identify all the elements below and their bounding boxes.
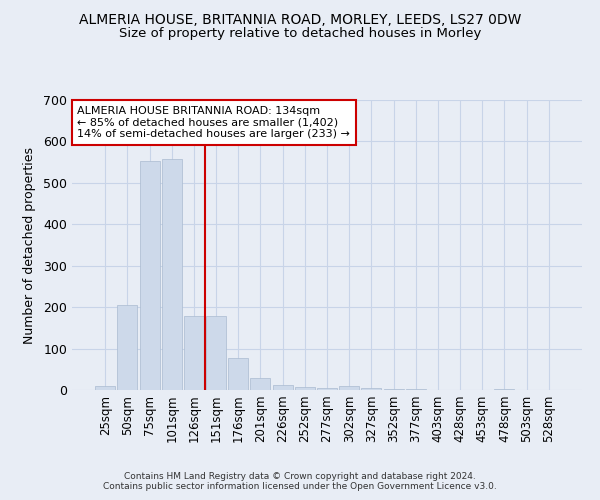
Text: Contains HM Land Registry data © Crown copyright and database right 2024.: Contains HM Land Registry data © Crown c… (124, 472, 476, 481)
Bar (162, 159, 182, 390)
Bar (228, 358, 248, 390)
Bar (206, 316, 226, 390)
Bar (361, 388, 382, 390)
Text: ALMERIA HOUSE BRITANNIA ROAD: 134sqm
← 85% of detached houses are smaller (1,402: ALMERIA HOUSE BRITANNIA ROAD: 134sqm ← 8… (77, 106, 350, 139)
Bar (317, 388, 337, 390)
Y-axis label: Number of detached properties: Number of detached properties (23, 146, 36, 344)
Bar (406, 389, 426, 390)
Bar (339, 386, 359, 390)
Bar (494, 389, 514, 390)
Text: ALMERIA HOUSE, BRITANNIA ROAD, MORLEY, LEEDS, LS27 0DW: ALMERIA HOUSE, BRITANNIA ROAD, MORLEY, L… (79, 12, 521, 26)
Bar (95, 386, 115, 390)
Bar (184, 316, 204, 390)
Text: Size of property relative to detached houses in Morley: Size of property relative to detached ho… (119, 28, 481, 40)
Bar (272, 385, 293, 390)
Bar (250, 378, 271, 390)
Bar (383, 389, 404, 390)
Text: Contains public sector information licensed under the Open Government Licence v3: Contains public sector information licen… (103, 482, 497, 491)
Bar (118, 305, 137, 390)
Bar (140, 161, 160, 390)
Bar (295, 386, 315, 390)
